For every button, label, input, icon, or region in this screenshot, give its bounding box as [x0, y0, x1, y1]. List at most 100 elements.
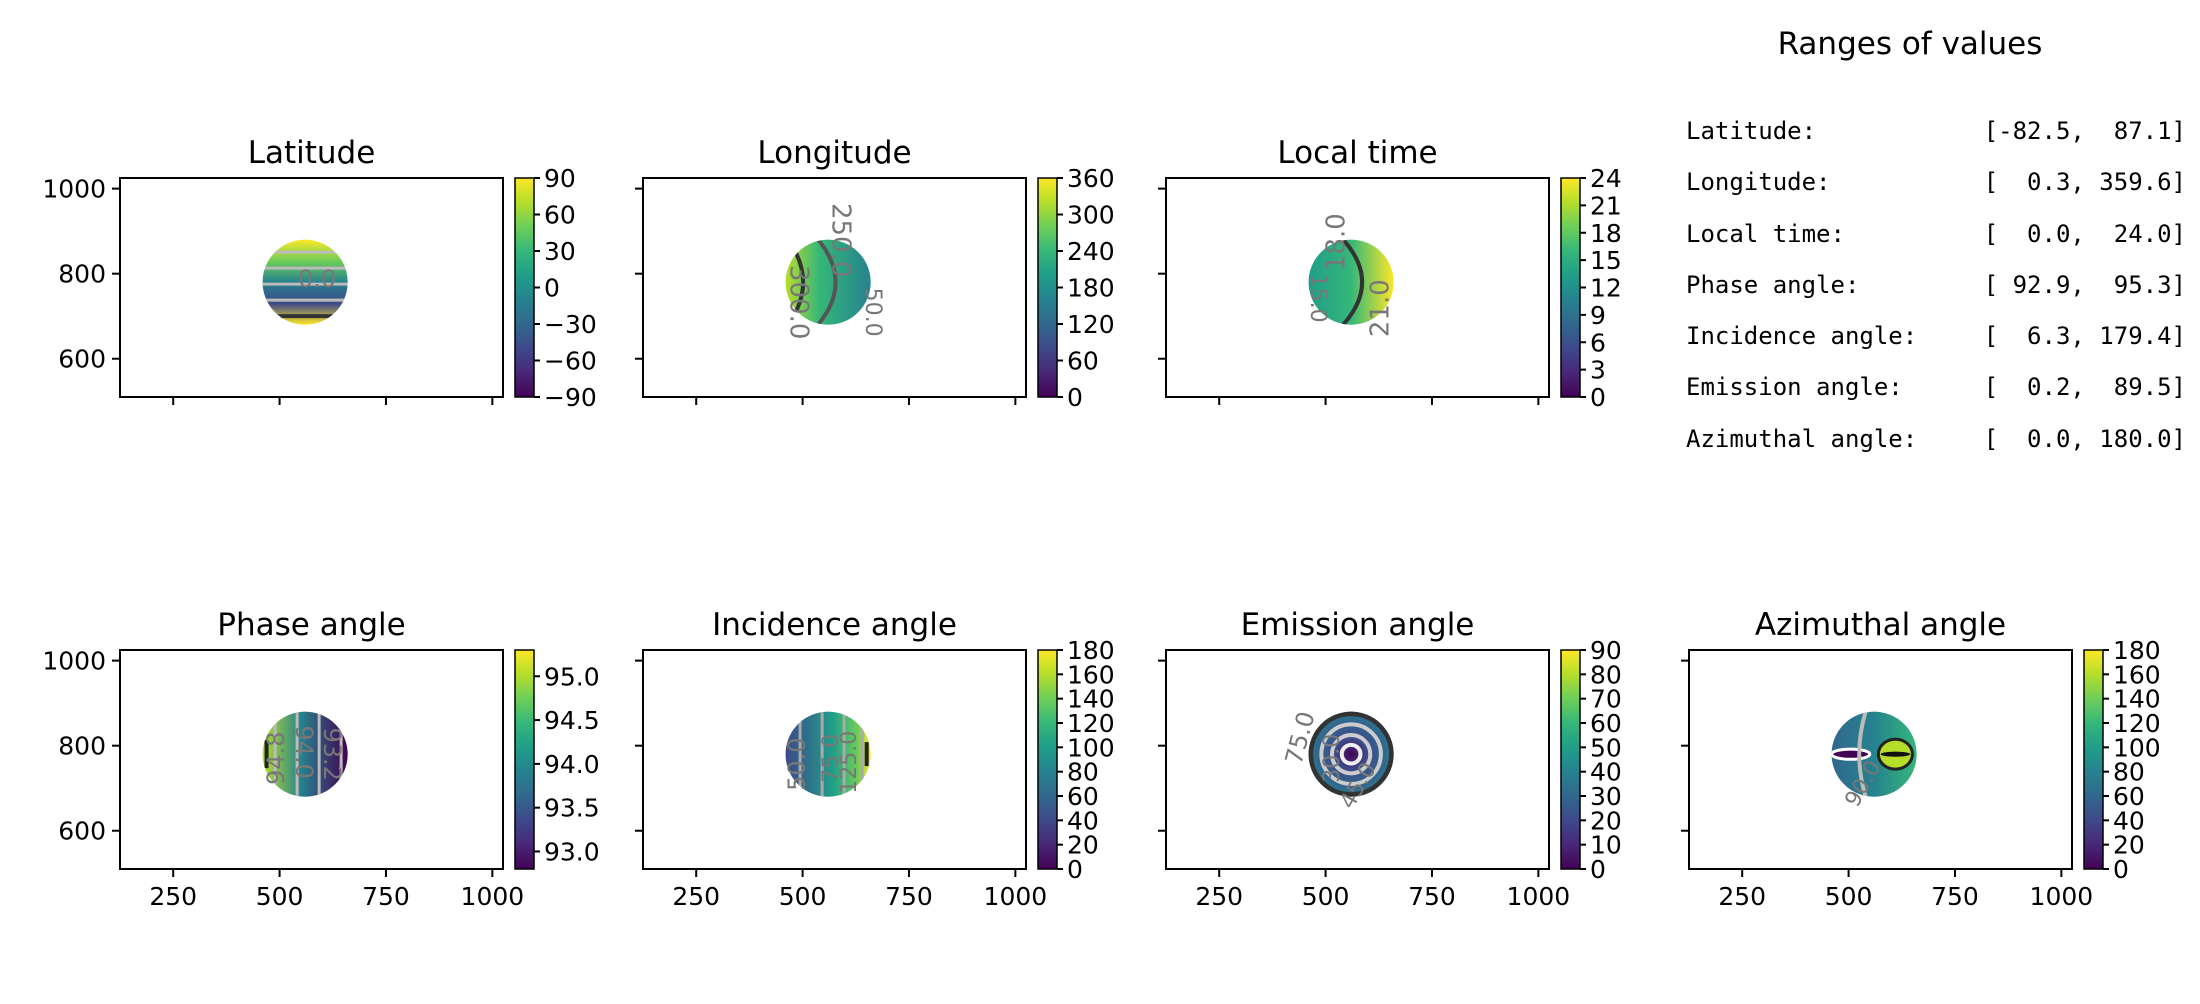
colorbar-tick-label: 180: [1067, 636, 1115, 665]
colorbar-tick-label: 40: [1067, 806, 1099, 835]
subplot-title: Emission angle: [1241, 607, 1475, 643]
colorbar-tick-label: 0: [2113, 855, 2129, 884]
x-tick-label: 750: [362, 882, 410, 911]
contour-label: 50.0: [783, 737, 811, 790]
x-tick-label: 1000: [461, 882, 525, 911]
colorbar-tick-label: 100: [2113, 733, 2161, 762]
colorbar-tick-label: 120: [1067, 709, 1115, 738]
disk-field: [785, 239, 871, 325]
contour-label: 300.0: [784, 265, 814, 339]
y-tick-label: 1000: [42, 647, 106, 676]
ranges-label: Local time:: [1686, 220, 1845, 248]
colorbar-tick-label: 93.5: [544, 794, 600, 823]
y-tick-label: 800: [58, 732, 106, 761]
x-tick-label: 250: [1195, 882, 1243, 911]
colorbar-tick-label: 90: [1590, 636, 1622, 665]
colorbar-tick-label: −60: [544, 347, 597, 376]
colorbar: [1560, 177, 1581, 398]
ranges-value: [ 0.3, 359.6]: [1983, 168, 2186, 196]
colorbar-tick-label: 60: [1590, 709, 1622, 738]
subplot-title: Phase angle: [217, 607, 405, 643]
colorbar-tick-label: 20: [1590, 806, 1622, 835]
subplot-title: Local time: [1277, 135, 1437, 171]
colorbar-tick-label: 300: [1067, 201, 1115, 230]
colorbar-tick-label: 21: [1590, 191, 1622, 220]
contour-label: 94.0: [290, 725, 318, 778]
axes-frame: [642, 649, 1027, 870]
contour-label: 94.8: [262, 731, 290, 784]
colorbar-tick-label: 20: [1067, 831, 1099, 860]
x-tick-label: 750: [885, 882, 933, 911]
ranges-title: Ranges of values: [1777, 26, 2043, 62]
contour-label: 30.0: [1320, 734, 1345, 783]
contour-label: 21.0: [1366, 279, 1396, 337]
colorbar-tick-label: 180: [2113, 636, 2161, 665]
colorbar-tick-label: 0: [1590, 383, 1606, 412]
colorbar-tick-label: 60: [2113, 782, 2145, 811]
subplot-title: Azimuthal angle: [1755, 607, 2006, 643]
ranges-row-latitude: Latitude: [-82.5, 87.1]: [1686, 117, 2186, 145]
x-tick-label: 750: [1931, 882, 1979, 911]
colorbar-tick-label: 80: [1590, 660, 1622, 689]
colorbar: [2083, 649, 2104, 870]
colorbar-tick-label: 90: [544, 164, 576, 193]
ranges-label: Emission angle:: [1686, 373, 1903, 401]
subplot-title: Incidence angle: [712, 607, 957, 643]
x-tick-label: 250: [672, 882, 720, 911]
contour-lines: [1341, 239, 1364, 325]
x-tick-label: 500: [256, 882, 304, 911]
x-tick-label: 1000: [984, 882, 1048, 911]
disk-field: [262, 239, 348, 325]
disk-field: [1831, 711, 1917, 797]
colorbar-tick-label: 240: [1067, 237, 1115, 266]
x-tick-label: 250: [149, 882, 197, 911]
colorbar-tick-label: 60: [1067, 782, 1099, 811]
colorbar-tick-label: −90: [544, 383, 597, 412]
ranges-row-phase-angle: Phase angle: [ 92.9, 95.3]: [1686, 271, 2186, 299]
colorbar-tick-label: 3: [1590, 356, 1606, 385]
x-tick-label: 1000: [1507, 882, 1571, 911]
axes-frame: [642, 177, 1027, 398]
ranges-row-local-time: Local time: [ 0.0, 24.0]: [1686, 220, 2186, 248]
colorbar-tick-label: 160: [2113, 660, 2161, 689]
colorbar-tick-label: 40: [1590, 758, 1622, 787]
colorbar-tick-label: 160: [1067, 660, 1115, 689]
colorbar-tick-label: 180: [1067, 274, 1115, 303]
colorbar: [1037, 177, 1058, 398]
colorbar-tick-label: 0: [1067, 855, 1083, 884]
colorbar-tick-label: 18: [1590, 219, 1622, 248]
contour-label: 15.0: [1305, 274, 1330, 323]
contour-lines: [1308, 711, 1394, 797]
contour-label: 250.0: [826, 203, 856, 277]
axes-frame: [119, 649, 504, 870]
axes-frame: [119, 177, 504, 398]
contour-label: 125.0: [837, 731, 862, 794]
colorbar-tick-label: 94.0: [544, 750, 600, 779]
disk-field: [262, 711, 348, 797]
subplot-title: Latitude: [248, 135, 376, 171]
ranges-value: [ 0.0, 24.0]: [1983, 220, 2186, 248]
colorbar-tick-label: 50: [1590, 733, 1622, 762]
colorbar-tick-label: 60: [1067, 347, 1099, 376]
contour-label: 50.0: [860, 288, 885, 337]
axes-frame: [1165, 649, 1550, 870]
contour-lines: [1831, 711, 1914, 797]
colorbar-tick-label: 120: [1067, 310, 1115, 339]
colorbar-tick-label: 140: [1067, 685, 1115, 714]
ranges-row-incidence-angle: Incidence angle: [ 6.3, 179.4]: [1686, 322, 2186, 350]
colorbar-tick-label: 94.5: [544, 706, 600, 735]
colorbar-tick-label: 95.0: [544, 662, 600, 691]
ranges-label: Incidence angle:: [1686, 322, 1918, 350]
colorbar-tick-label: 60: [544, 201, 576, 230]
colorbar-tick-label: 30: [1590, 782, 1622, 811]
colorbar-tick-label: 93.0: [544, 837, 600, 866]
x-tick-label: 500: [779, 882, 827, 911]
colorbar-tick-label: 120: [2113, 709, 2161, 738]
colorbar-tick-label: 24: [1590, 164, 1622, 193]
